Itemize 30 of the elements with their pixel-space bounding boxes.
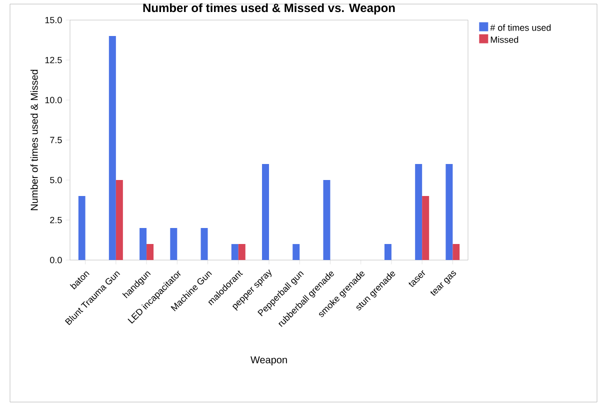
y-tick-label: 15.0 bbox=[45, 16, 62, 24]
bar bbox=[170, 228, 178, 260]
y-tick-label: 7.5 bbox=[50, 136, 62, 144]
bar bbox=[384, 244, 392, 260]
chart-title: Number of times used & Missed vs. Weapon bbox=[143, 3, 395, 14]
bar bbox=[238, 244, 246, 260]
bar bbox=[292, 244, 300, 260]
x-tick-label: tear gas bbox=[430, 270, 456, 296]
bar bbox=[108, 36, 116, 260]
bar bbox=[262, 164, 270, 260]
bar bbox=[231, 244, 238, 260]
bar bbox=[323, 180, 330, 260]
bar bbox=[78, 196, 86, 260]
bar bbox=[200, 228, 208, 260]
x-axis-title: Weapon bbox=[250, 356, 287, 366]
bar bbox=[422, 196, 430, 260]
y-tick-label: 2.5 bbox=[50, 216, 62, 224]
legend-label: # of times used bbox=[490, 24, 551, 31]
y-tick-label: 12.5 bbox=[45, 56, 62, 64]
y-axis-title: Number of times used & Missed bbox=[30, 70, 38, 210]
bar bbox=[146, 244, 154, 260]
bar bbox=[446, 164, 453, 260]
y-tick-label: 0.0 bbox=[50, 256, 62, 264]
bar bbox=[415, 164, 422, 260]
bar bbox=[140, 228, 147, 260]
bar bbox=[116, 180, 123, 260]
y-tick-label: 10.0 bbox=[45, 96, 62, 104]
y-tick-label: 5.0 bbox=[50, 176, 62, 184]
bar bbox=[452, 244, 460, 260]
legend-label: Missed bbox=[490, 36, 518, 43]
